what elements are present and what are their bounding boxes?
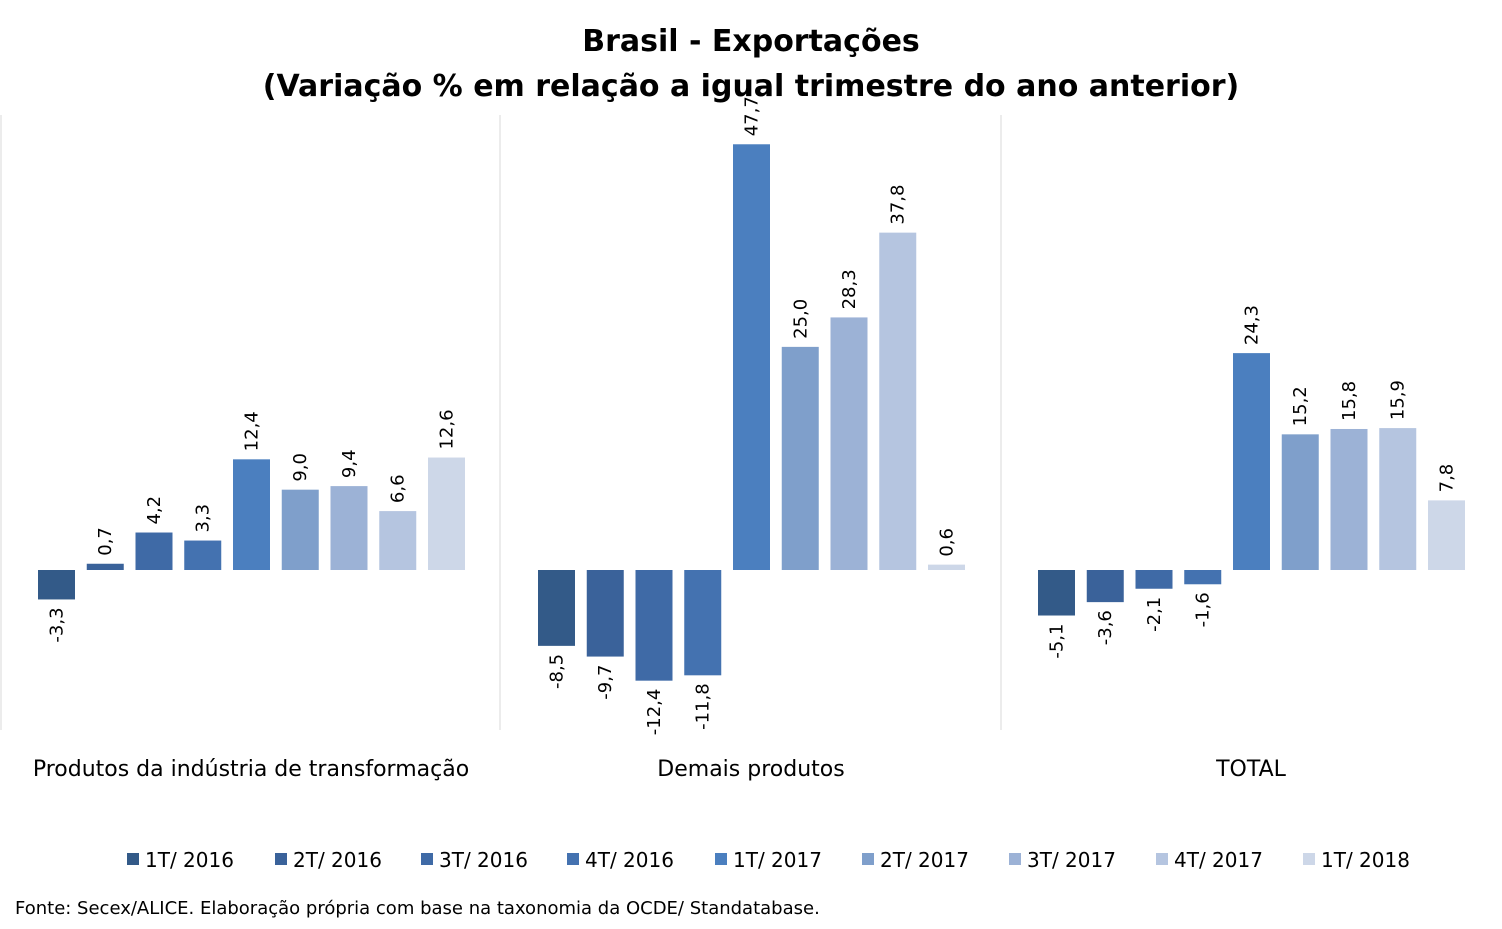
bar [684, 570, 722, 676]
legend-swatch [567, 853, 579, 865]
data-label: 12,6 [437, 409, 458, 449]
data-label: 9,0 [290, 453, 311, 482]
legend-swatch [1009, 853, 1021, 865]
legend-item: 2T/ 2017 [862, 848, 969, 872]
legend-swatch [127, 853, 139, 865]
legend-label: 1T/ 2016 [145, 848, 234, 872]
data-label: 15,2 [1290, 386, 1311, 426]
data-label: -3,6 [1095, 610, 1116, 645]
data-label: 4,2 [144, 496, 165, 525]
bar [1038, 570, 1075, 616]
legend-swatch [1156, 853, 1168, 865]
data-label: 15,9 [1388, 380, 1409, 420]
legend-swatch [862, 853, 874, 865]
category-label: Demais produtos [657, 757, 844, 782]
data-label: -5,1 [1047, 624, 1068, 659]
bar [135, 532, 173, 570]
data-label: -8,5 [547, 654, 568, 689]
legend-label: 4T/ 2016 [585, 848, 674, 872]
bar [1330, 428, 1368, 570]
data-label: 7,8 [1437, 464, 1458, 493]
bar [1379, 428, 1417, 570]
chart-title: Brasil - Exportações [582, 24, 920, 59]
bar [1135, 570, 1173, 589]
bar [538, 570, 575, 646]
data-label: 9,4 [339, 449, 360, 478]
data-label: 28,3 [839, 269, 860, 309]
data-label: 37,8 [888, 185, 909, 225]
data-labels: -3,3 0,7 4,2 3,3 12,4 9,0 9,4 6,6 12,6 -8,5 -9,7 -1… [47, 96, 1458, 735]
source-note: Fonte: Secex/ALICE. Elaboração própria c… [15, 898, 820, 919]
data-label: 0,7 [95, 527, 116, 556]
legend-item: 3T/ 2017 [1009, 848, 1116, 872]
legend-label: 2T/ 2017 [880, 848, 969, 872]
bar [781, 346, 819, 570]
data-label: 15,8 [1339, 381, 1360, 421]
legend-swatch [1303, 853, 1315, 865]
legend-label: 4T/ 2017 [1174, 848, 1263, 872]
data-label: 47,7 [742, 96, 763, 136]
data-label: -11,8 [693, 683, 714, 730]
legend-swatch [275, 853, 287, 865]
bar [379, 511, 417, 570]
bar [428, 457, 465, 570]
bar [330, 486, 368, 570]
legend-swatch [421, 853, 433, 865]
bar [586, 570, 624, 657]
legend-item: 4T/ 2016 [567, 848, 674, 872]
bar [1428, 500, 1465, 570]
legend: 1T/ 2016 2T/ 2016 3T/ 2016 4T/ 2016 1T/ 2017… [127, 848, 1410, 872]
legend-item: 1T/ 2018 [1303, 848, 1410, 872]
bar [879, 232, 917, 570]
bar [1281, 434, 1319, 570]
bar [1086, 570, 1124, 603]
legend-item: 1T/ 2016 [127, 848, 234, 872]
legend-item: 3T/ 2016 [421, 848, 528, 872]
category-dividers [0, 115, 1002, 730]
data-label: 0,6 [937, 528, 958, 557]
bar [733, 144, 770, 570]
bar [1184, 570, 1222, 585]
bar [830, 317, 868, 570]
legend-label: 3T/ 2016 [439, 848, 528, 872]
bar [233, 459, 270, 570]
data-label: 25,0 [790, 299, 811, 339]
category-label: Produtos da indústria de transformação [33, 757, 469, 782]
data-label: 6,6 [388, 474, 409, 503]
legend-item: 4T/ 2017 [1156, 848, 1263, 872]
bar [1233, 353, 1270, 570]
data-label: -2,1 [1144, 597, 1165, 632]
legend-item: 1T/ 2017 [715, 848, 822, 872]
data-label: 12,4 [242, 411, 263, 451]
legend-item: 2T/ 2016 [275, 848, 382, 872]
data-label: -3,3 [47, 607, 68, 642]
data-label: 3,3 [193, 504, 214, 533]
chart-subtitle: (Variação % em relação a igual trimestre… [263, 69, 1240, 104]
bar [281, 489, 319, 570]
category-label: TOTAL [1215, 757, 1287, 782]
bar [184, 540, 222, 570]
bar [635, 570, 673, 681]
data-label: -12,4 [644, 689, 665, 736]
legend-swatch [715, 853, 727, 865]
bar [86, 563, 124, 570]
legend-label: 2T/ 2016 [293, 848, 382, 872]
bar [38, 570, 75, 600]
data-label: 24,3 [1242, 305, 1263, 345]
bars [38, 144, 1465, 681]
legend-label: 1T/ 2018 [1321, 848, 1410, 872]
legend-label: 1T/ 2017 [733, 848, 822, 872]
legend-label: 3T/ 2017 [1027, 848, 1116, 872]
category-labels: Produtos da indústria de transformação De… [33, 757, 1287, 782]
bar [928, 564, 965, 570]
data-label: -1,6 [1193, 592, 1214, 627]
data-label: -9,7 [595, 665, 616, 700]
